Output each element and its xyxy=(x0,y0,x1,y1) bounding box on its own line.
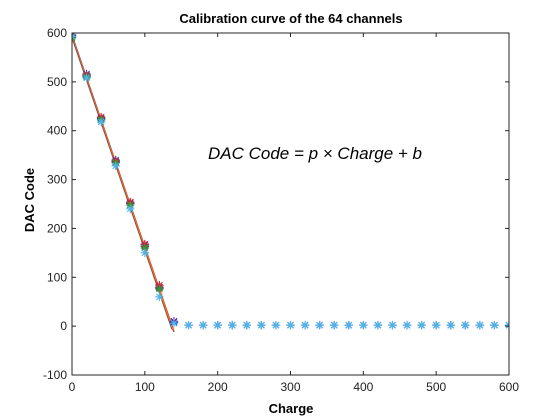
data-point xyxy=(417,320,426,330)
data-point xyxy=(198,320,208,330)
data-point xyxy=(257,320,266,330)
data-point-stroke xyxy=(170,319,178,327)
data-point xyxy=(286,320,295,330)
data-point xyxy=(111,161,120,171)
data-point-stroke xyxy=(476,321,484,329)
chart-title: Calibration curve of the 64 channels xyxy=(179,11,402,26)
data-point xyxy=(271,320,281,330)
data-point-stroke xyxy=(272,321,280,329)
equation-annotation: DAC Code = p × Charge + b xyxy=(208,144,422,163)
data-point xyxy=(431,320,441,330)
data-point-stroke xyxy=(345,321,353,329)
data-point-stroke xyxy=(214,321,222,329)
data-point-stroke xyxy=(374,321,382,329)
plot-content xyxy=(72,33,509,333)
y-axis-title: DAC Code xyxy=(22,168,37,232)
x-tick-label: 500 xyxy=(426,380,446,394)
data-point-stroke xyxy=(418,321,426,329)
data-point xyxy=(242,320,251,330)
y-tick-label: 100 xyxy=(47,270,67,284)
data-point-stroke xyxy=(491,321,498,329)
data-point xyxy=(315,320,324,330)
data-point xyxy=(504,320,509,330)
y-tick-label: 300 xyxy=(47,173,67,187)
data-point xyxy=(82,73,91,83)
x-tick-label: 0 xyxy=(69,380,76,394)
data-point xyxy=(475,320,485,330)
y-tick-label: -100 xyxy=(43,368,67,382)
data-point-stroke xyxy=(228,321,236,329)
data-series xyxy=(72,33,509,330)
data-point xyxy=(169,319,179,328)
plot-area xyxy=(72,33,509,333)
data-point xyxy=(96,117,106,127)
x-tick-label: 400 xyxy=(353,380,373,394)
x-tick-label: 300 xyxy=(280,380,300,394)
x-tick-label: 100 xyxy=(135,380,155,394)
x-tick-label: 600 xyxy=(499,380,519,394)
data-point xyxy=(446,320,455,330)
data-point xyxy=(490,320,499,330)
data-point-stroke xyxy=(83,74,90,82)
data-point xyxy=(373,320,383,330)
data-point-stroke xyxy=(72,35,76,40)
data-point-stroke xyxy=(185,321,192,329)
data-point xyxy=(213,320,222,330)
data-point-stroke xyxy=(199,321,207,329)
data-point xyxy=(461,320,470,330)
data-point xyxy=(155,292,164,302)
data-point xyxy=(72,33,77,41)
data-point-stroke xyxy=(257,321,265,329)
data-point-stroke xyxy=(141,249,149,257)
y-tick-label: 0 xyxy=(60,319,67,333)
data-point-stroke xyxy=(505,324,509,329)
data-point xyxy=(72,33,77,43)
data-point xyxy=(140,248,150,258)
data-point xyxy=(402,320,412,330)
data-point-stroke xyxy=(155,285,163,293)
data-point xyxy=(330,320,339,330)
data-point-stroke xyxy=(243,321,251,329)
data-point xyxy=(126,204,135,214)
data-point xyxy=(155,284,164,294)
data-point xyxy=(184,320,193,330)
data-point-stroke xyxy=(461,321,469,329)
data-point xyxy=(228,320,237,330)
data-point xyxy=(344,320,353,330)
data-point-stroke xyxy=(97,118,105,126)
data-point-stroke xyxy=(72,37,76,42)
data-point-stroke xyxy=(141,244,149,252)
fit-line xyxy=(72,37,173,330)
data-point-stroke xyxy=(126,205,134,213)
data-point-stroke xyxy=(505,321,509,326)
data-point-stroke xyxy=(287,321,294,329)
data-point-stroke xyxy=(316,321,324,329)
data-point-stroke xyxy=(112,162,120,170)
x-axis-title: Charge xyxy=(269,401,314,416)
x-tick-label: 200 xyxy=(208,380,228,394)
data-point xyxy=(359,320,368,330)
data-point-stroke xyxy=(301,321,309,329)
data-point-stroke xyxy=(330,321,338,329)
data-point-stroke xyxy=(447,321,455,329)
data-point-stroke xyxy=(72,33,76,38)
y-tick-label: 500 xyxy=(47,75,67,89)
y-tick-label: 600 xyxy=(47,26,67,40)
y-tick-label: 400 xyxy=(47,124,67,138)
data-point xyxy=(300,320,310,330)
data-point-stroke xyxy=(403,321,411,329)
data-point xyxy=(388,320,397,330)
data-point-stroke xyxy=(72,34,76,39)
data-point-stroke xyxy=(432,321,440,329)
data-point-stroke xyxy=(389,321,396,329)
y-tick-label: 200 xyxy=(47,221,67,235)
data-point-stroke xyxy=(359,321,367,329)
axes: 0 100 200 300 400 500 600-10001002003004005006… xyxy=(43,26,519,394)
data-point-stroke xyxy=(155,293,163,301)
